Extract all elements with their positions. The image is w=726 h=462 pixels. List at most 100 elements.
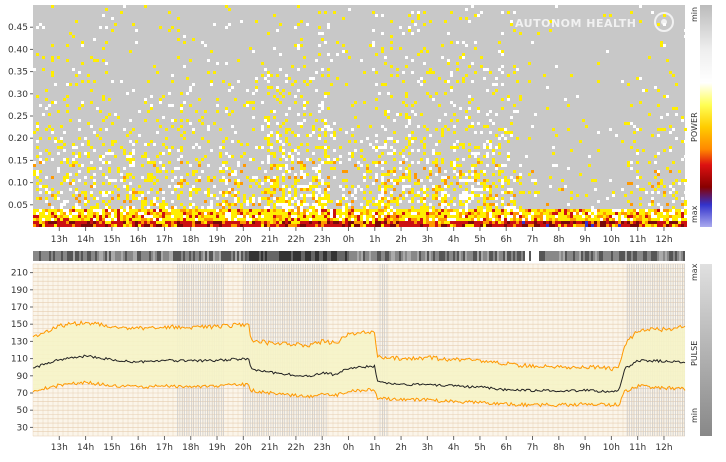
- heatmap-cell: [255, 209, 258, 212]
- activity-strip-segment: [613, 251, 615, 261]
- heatmap-cell: [561, 224, 564, 227]
- heatmap-cell: [39, 221, 42, 224]
- activity-strip-segment: [557, 251, 559, 261]
- heatmap-cell: [144, 203, 147, 206]
- activity-strip-segment: [65, 251, 67, 261]
- heatmap-cell: [270, 143, 273, 146]
- heatmap-cell: [36, 197, 39, 200]
- activity-strip-segment: [479, 251, 481, 261]
- heatmap-cell: [321, 224, 324, 227]
- heatmap-cell: [489, 206, 492, 209]
- heatmap-cell: [672, 107, 675, 110]
- heatmap-cell: [333, 122, 336, 125]
- heatmap-cell: [129, 206, 132, 209]
- heatmap-cell: [459, 143, 462, 146]
- heatmap-cell: [408, 134, 411, 137]
- heatmap-cell: [555, 5, 558, 8]
- heatmap-cell: [606, 50, 609, 53]
- heatmap-cell: [288, 221, 291, 224]
- heatmap-cell: [267, 86, 270, 89]
- heatmap-cell: [309, 185, 312, 188]
- heatmap-cell: [117, 170, 120, 173]
- heatmap-cell: [462, 179, 465, 182]
- heatmap-cell: [225, 212, 228, 215]
- heatmap-cell: [669, 146, 672, 149]
- heatmap-cell: [636, 185, 639, 188]
- heatmap-cell: [477, 107, 480, 110]
- heatmap-y-tick-label: 0.05: [8, 201, 28, 211]
- heatmap-cell: [225, 152, 228, 155]
- activity-strip-segment: [423, 251, 425, 261]
- heatmap-cell: [249, 200, 252, 203]
- heatmap-cell: [105, 221, 108, 224]
- heatmap-cell: [531, 212, 534, 215]
- heatmap-cell: [159, 215, 162, 218]
- heatmap-cell: [216, 215, 219, 218]
- heatmap-cell: [426, 212, 429, 215]
- heatmap-cell: [453, 221, 456, 224]
- heatmap-cell: [516, 137, 519, 140]
- heatmap-cell: [405, 92, 408, 95]
- heatmap-cell: [255, 224, 258, 227]
- heatmap-cell: [294, 188, 297, 191]
- heatmap-cell: [375, 218, 378, 221]
- heatmap-cell: [507, 98, 510, 101]
- heatmap-cell: [492, 83, 495, 86]
- heatmap-cell: [390, 20, 393, 23]
- heatmap-cell: [315, 119, 318, 122]
- heatmap-cell: [504, 176, 507, 179]
- heatmap-x-tick-label: 18h: [182, 235, 199, 245]
- heatmap-cell: [555, 212, 558, 215]
- heatmap-cell: [45, 200, 48, 203]
- heatmap-cell: [204, 155, 207, 158]
- heatmap-cell: [243, 221, 246, 224]
- heatmap-cell: [78, 164, 81, 167]
- activity-strip-segment: [555, 251, 557, 261]
- heatmap-cell: [45, 158, 48, 161]
- heatmap-cell: [144, 224, 147, 227]
- heatmap-cell: [366, 200, 369, 203]
- heatmap-cell: [579, 215, 582, 218]
- heatmap-cell: [183, 206, 186, 209]
- heatmap-cell: [303, 107, 306, 110]
- heatmap-cell: [384, 161, 387, 164]
- heatmap-cell: [150, 212, 153, 215]
- heatmap-cell: [192, 215, 195, 218]
- heatmap-cell: [75, 203, 78, 206]
- heatmap-cell: [540, 212, 543, 215]
- power-colorbar-label: POWER: [690, 112, 699, 142]
- heatmap-cell: [297, 44, 300, 47]
- heatmap-cell: [69, 164, 72, 167]
- heatmap-cell: [645, 209, 648, 212]
- heatmap-cell: [339, 155, 342, 158]
- heatmap-cell: [303, 113, 306, 116]
- heatmap-cell: [369, 209, 372, 212]
- heatmap-cell: [408, 212, 411, 215]
- heatmap-cell: [393, 209, 396, 212]
- heatmap-cell: [579, 218, 582, 221]
- activity-strip-segment: [339, 251, 341, 261]
- power-colorbar-max: max: [690, 205, 699, 223]
- heatmap-cell: [63, 143, 66, 146]
- heatmap-cell: [393, 224, 396, 227]
- heatmap-cell: [474, 176, 477, 179]
- heatmap-cell: [501, 197, 504, 200]
- activity-strip-segment: [141, 251, 143, 261]
- heatmap-cell: [411, 191, 414, 194]
- heatmap-cell: [213, 194, 216, 197]
- heatmap-cell: [72, 224, 75, 227]
- pulse-x-tick-label: 12h: [655, 443, 672, 453]
- heatmap-cell: [396, 179, 399, 182]
- heatmap-cell: [507, 209, 510, 212]
- heatmap-cell: [507, 218, 510, 221]
- heatmap-cell: [486, 203, 489, 206]
- activity-strip-segment: [497, 251, 499, 261]
- heatmap-cell: [105, 176, 108, 179]
- heatmap-cell: [399, 176, 402, 179]
- heatmap-cell: [477, 110, 480, 113]
- heatmap-cell: [444, 170, 447, 173]
- heatmap-cell: [318, 32, 321, 35]
- heatmap-cell: [129, 200, 132, 203]
- heatmap-cell: [465, 74, 468, 77]
- activity-strip-segment: [255, 251, 257, 261]
